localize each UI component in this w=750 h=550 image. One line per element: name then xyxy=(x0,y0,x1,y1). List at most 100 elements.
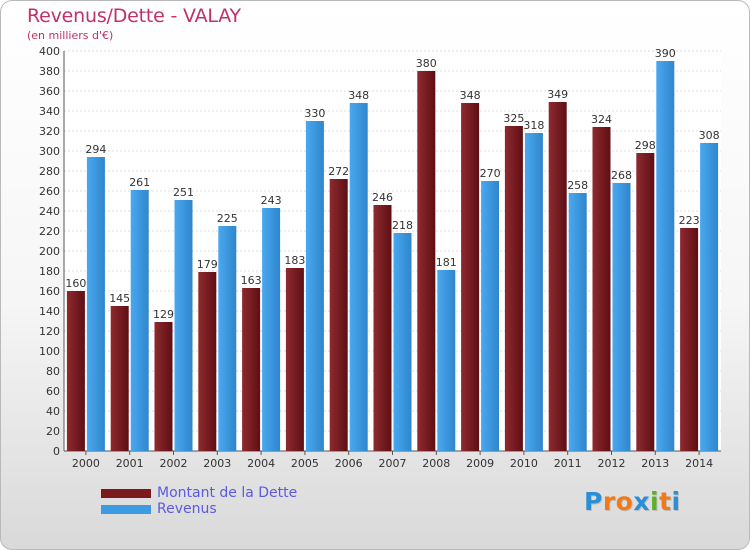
data-label: 268 xyxy=(611,169,632,182)
data-label: 246 xyxy=(372,191,393,204)
x-tick-label: 2003 xyxy=(203,457,231,470)
y-tick-label: 340 xyxy=(39,105,60,118)
bar-revenus xyxy=(130,190,149,451)
bar-dette xyxy=(285,268,304,451)
data-label: 243 xyxy=(261,194,282,207)
data-label: 183 xyxy=(284,254,305,267)
y-tick-label: 400 xyxy=(39,45,60,58)
chart-title: Revenus/Dette - VALAY xyxy=(27,5,241,27)
bar-dette xyxy=(548,102,567,451)
bar-dette xyxy=(504,126,523,451)
logo-letter: i xyxy=(650,487,660,516)
y-tick-label: 380 xyxy=(39,65,60,78)
data-label: 348 xyxy=(460,89,481,102)
bar-revenus xyxy=(218,226,237,451)
bar-dette xyxy=(329,179,348,451)
bar-revenus xyxy=(174,200,193,451)
y-tick-label: 180 xyxy=(39,265,60,278)
legend-swatch-dette xyxy=(101,489,151,498)
data-label: 181 xyxy=(436,256,457,269)
y-tick-label: 40 xyxy=(46,405,60,418)
data-label: 129 xyxy=(153,308,174,321)
data-label: 380 xyxy=(416,57,437,70)
y-tick-label: 240 xyxy=(39,205,60,218)
data-label: 294 xyxy=(85,143,106,156)
data-label: 223 xyxy=(679,214,700,227)
y-tick-label: 60 xyxy=(46,385,60,398)
y-tick-label: 120 xyxy=(39,325,60,338)
data-label: 179 xyxy=(197,258,218,271)
bar-dette xyxy=(110,306,129,451)
y-tick-label: 280 xyxy=(39,165,60,178)
y-tick-label: 320 xyxy=(39,125,60,138)
data-label: 163 xyxy=(241,274,262,287)
proxiti-logo: Proxiti xyxy=(584,487,681,516)
data-label: 330 xyxy=(304,107,325,120)
data-label: 390 xyxy=(655,47,676,60)
y-tick-label: 20 xyxy=(46,425,60,438)
data-label: 272 xyxy=(328,165,349,178)
bar-revenus xyxy=(437,270,456,451)
x-tick-label: 2014 xyxy=(685,457,713,470)
bar-revenus xyxy=(349,103,368,451)
x-tick-label: 2011 xyxy=(554,457,582,470)
bar-dette xyxy=(66,291,85,451)
data-label: 258 xyxy=(567,179,588,192)
bar-revenus xyxy=(262,208,281,451)
y-tick-label: 140 xyxy=(39,305,60,318)
data-label: 225 xyxy=(217,212,238,225)
y-tick-label: 300 xyxy=(39,145,60,158)
data-label: 261 xyxy=(129,176,150,189)
legend-label-dette: Montant de la Dette xyxy=(157,485,298,501)
bar-revenus xyxy=(393,233,412,451)
data-label: 324 xyxy=(591,113,612,126)
bar-dette xyxy=(198,272,217,451)
x-tick-label: 2006 xyxy=(335,457,363,470)
bar-dette xyxy=(636,153,655,451)
y-tick-label: 0 xyxy=(53,445,60,458)
chart-subtitle: (en milliers d'€) xyxy=(27,29,114,42)
x-tick-label: 2013 xyxy=(641,457,669,470)
x-tick-label: 2000 xyxy=(72,457,100,470)
data-label: 145 xyxy=(109,292,130,305)
bar-dette xyxy=(592,127,611,451)
x-tick-label: 2007 xyxy=(379,457,407,470)
bar-revenus xyxy=(305,121,324,451)
x-tick-label: 2002 xyxy=(160,457,188,470)
bar-dette xyxy=(242,288,261,451)
data-label: 325 xyxy=(503,112,524,125)
y-tick-label: 100 xyxy=(39,345,60,358)
bar-revenus xyxy=(612,183,631,451)
x-tick-label: 2008 xyxy=(422,457,450,470)
bar-revenus xyxy=(700,143,719,451)
logo-letter: r xyxy=(602,487,616,516)
data-label: 349 xyxy=(547,88,568,101)
x-tick-label: 2005 xyxy=(291,457,319,470)
x-tick-label: 2010 xyxy=(510,457,538,470)
data-label: 160 xyxy=(65,277,86,290)
bar-revenus xyxy=(86,157,105,451)
data-label: 308 xyxy=(699,129,720,142)
data-label: 251 xyxy=(173,186,194,199)
bar-revenus xyxy=(524,133,543,451)
bar-dette xyxy=(461,103,480,451)
y-tick-label: 200 xyxy=(39,245,60,258)
data-label: 348 xyxy=(348,89,369,102)
data-label: 318 xyxy=(523,119,544,132)
logo-letter: x xyxy=(633,487,650,516)
legend-label-revenus: Revenus xyxy=(157,501,217,517)
y-tick-label: 160 xyxy=(39,285,60,298)
logo-letter: i xyxy=(671,487,681,516)
logo-letter: t xyxy=(659,487,672,516)
data-label: 298 xyxy=(635,139,656,152)
data-label: 270 xyxy=(480,167,501,180)
legend-swatch-revenus xyxy=(101,505,151,514)
bar-revenus xyxy=(656,61,675,451)
x-tick-label: 2004 xyxy=(247,457,275,470)
x-tick-label: 2001 xyxy=(116,457,144,470)
logo-letter: o xyxy=(615,487,634,516)
y-tick-label: 360 xyxy=(39,85,60,98)
y-tick-label: 220 xyxy=(39,225,60,238)
y-tick-label: 260 xyxy=(39,185,60,198)
